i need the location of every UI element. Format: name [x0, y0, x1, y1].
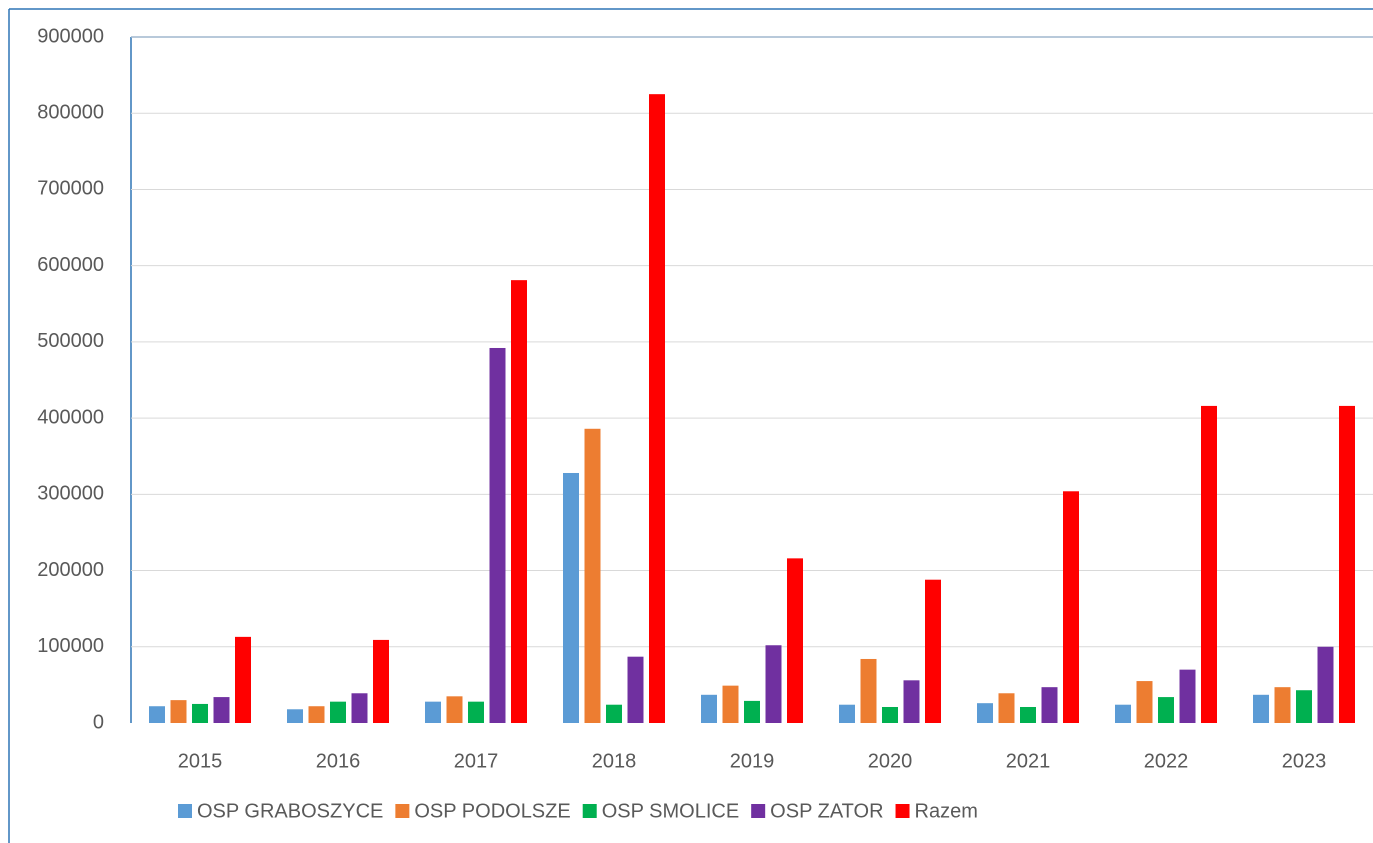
bar [1041, 687, 1058, 723]
bar [149, 706, 165, 723]
bar [584, 428, 601, 723]
bar [1274, 687, 1291, 723]
bar [765, 645, 782, 723]
x-tick-label: 2021 [1006, 750, 1051, 772]
legend-swatch [751, 804, 766, 818]
bar [1317, 646, 1334, 723]
legend-label: OSP ZATOR [770, 800, 883, 822]
bar [192, 703, 208, 723]
bar [925, 579, 941, 723]
y-tick-label: 100000 [37, 635, 104, 657]
legend-swatch [582, 804, 597, 818]
legend-label: Razem [915, 800, 978, 822]
legend-label: OSP PODOLSZE [414, 800, 570, 822]
x-tick-label: 2018 [592, 750, 637, 772]
bar [1253, 694, 1269, 723]
bar [1158, 697, 1174, 723]
bar [308, 706, 325, 723]
bar [511, 280, 527, 723]
bar [903, 680, 920, 723]
y-tick-label: 600000 [37, 254, 104, 276]
bar [1201, 405, 1217, 723]
x-tick-label: 2022 [1144, 750, 1189, 772]
bar [839, 704, 855, 723]
bar [287, 709, 303, 723]
x-tick-label: 2020 [868, 750, 913, 772]
legend [178, 804, 910, 818]
bar [998, 693, 1015, 723]
x-tick-label: 2016 [316, 750, 361, 772]
bar [1115, 704, 1131, 723]
bar [330, 701, 346, 723]
bar [722, 685, 739, 723]
legend-swatch [178, 804, 192, 818]
bar [701, 694, 717, 723]
bar [1296, 690, 1312, 723]
legend-swatch [895, 804, 910, 818]
x-tick-label: 2023 [1282, 750, 1327, 772]
bar [425, 701, 441, 723]
bar [1063, 491, 1079, 723]
bar [744, 700, 760, 723]
y-tick-label: 700000 [37, 178, 104, 200]
bar [1179, 669, 1196, 723]
bar [1136, 681, 1153, 723]
legend-label: OSP SMOLICE [602, 800, 739, 822]
bar [882, 706, 898, 723]
bar [373, 639, 389, 723]
y-tick-label: 0 [93, 711, 104, 733]
x-tick-label: 2015 [178, 750, 223, 772]
bar [446, 696, 463, 723]
legend-swatch [395, 804, 410, 818]
y-tick-label: 400000 [37, 406, 104, 428]
bar [649, 94, 665, 723]
bar [860, 658, 877, 723]
bar [468, 701, 484, 723]
bar [606, 704, 622, 723]
x-tick-label: 2019 [730, 750, 775, 772]
y-tick-label: 500000 [37, 330, 104, 352]
y-tick-label: 200000 [37, 559, 104, 581]
bar [787, 558, 803, 723]
bar [1339, 405, 1355, 723]
y-tick-label: 800000 [37, 102, 104, 124]
bar [351, 693, 368, 723]
legend-label: OSP GRABOSZYCE [197, 800, 383, 822]
bar [627, 656, 644, 723]
bar [563, 472, 579, 723]
bar [213, 697, 230, 723]
bar [1020, 706, 1036, 723]
bar [977, 703, 993, 723]
x-tick-label: 2017 [454, 750, 499, 772]
y-tick-label: 900000 [37, 25, 104, 47]
y-tick-label: 300000 [37, 483, 104, 505]
bar [170, 700, 187, 723]
bar [489, 347, 506, 723]
bar [235, 636, 251, 723]
